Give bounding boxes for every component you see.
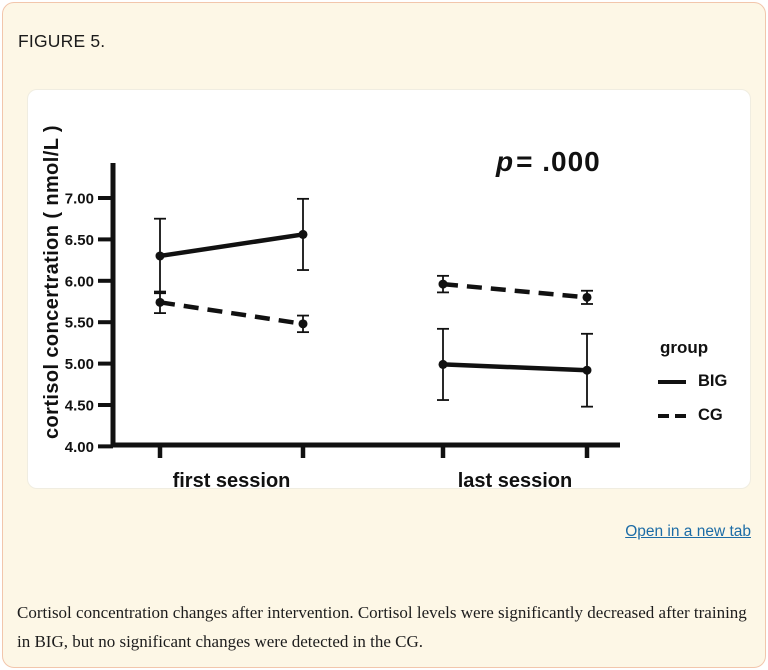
chart-legend: group BIG CG xyxy=(658,338,750,440)
p-symbol: p xyxy=(496,146,515,177)
solid-line-swatch-icon xyxy=(658,379,686,384)
y-axis-label: cortisol concertration ( nmol/L ) xyxy=(41,125,63,439)
svg-text:7.00: 7.00 xyxy=(65,191,94,208)
svg-text:5.00: 5.00 xyxy=(65,356,94,373)
svg-text:first session: first session xyxy=(173,470,291,489)
figure-label: FIGURE 5. xyxy=(18,31,106,51)
legend-label-big: BIG xyxy=(698,372,728,390)
legend-entry-cg: CG xyxy=(658,406,750,425)
open-in-new-tab-link[interactable]: Open in a new tab xyxy=(625,523,751,540)
legend-entry-big: BIG xyxy=(658,372,750,391)
legend-label-cg: CG xyxy=(698,406,723,424)
dashed-line-swatch-icon xyxy=(658,413,686,418)
p-value-annotation: p= .000 xyxy=(496,146,601,178)
svg-text:6.00: 6.00 xyxy=(65,273,94,290)
legend-title: group xyxy=(660,338,709,357)
svg-text:4.00: 4.00 xyxy=(65,439,94,456)
svg-text:last session: last session xyxy=(458,470,573,489)
svg-text:4.50: 4.50 xyxy=(65,398,94,415)
svg-text:5.50: 5.50 xyxy=(65,315,94,332)
cortisol-line-chart: cortisol concertration ( nmol/L ) 7.00 6.5… xyxy=(41,125,620,489)
p-value: = .000 xyxy=(516,146,601,177)
svg-text:6.50: 6.50 xyxy=(65,232,94,249)
chart-area: cortisol concertration ( nmol/L ) 7.00 6.5… xyxy=(27,89,751,489)
figure-caption: Cortisol concentration changes after int… xyxy=(17,603,747,652)
